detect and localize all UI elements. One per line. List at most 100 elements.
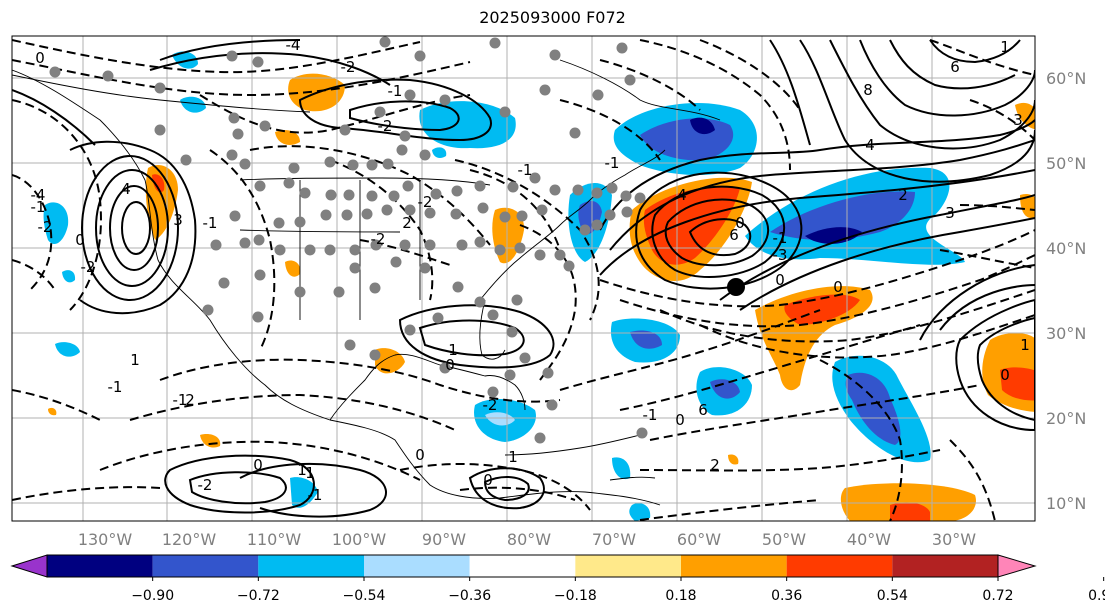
contour-label: 4: [677, 186, 687, 204]
contour-label: 0: [445, 356, 455, 374]
contour-label: 2: [185, 391, 195, 409]
contour-label: 0: [75, 231, 85, 249]
contour-label: 4: [865, 136, 875, 154]
lon-tick-label: 130°W: [78, 530, 133, 549]
station-marker: [228, 112, 240, 124]
station-marker: [294, 216, 306, 228]
station-marker: [344, 339, 356, 351]
colorbar-swatch: [258, 555, 364, 577]
station-marker: [604, 209, 616, 221]
contour-label: -2: [378, 117, 393, 135]
station-marker: [404, 89, 416, 101]
station-marker: [254, 180, 266, 192]
station-marker: [388, 190, 400, 202]
station-marker: [499, 211, 511, 223]
station-marker: [621, 206, 633, 218]
station-marker: [232, 128, 244, 140]
contour-label: -3: [773, 246, 788, 264]
station-marker: [324, 156, 336, 168]
lat-tick-label: 20°N: [1046, 409, 1086, 428]
map-plot-area: -40 -2-1-22-2-143-10-2-1-21064-10-101-201…: [12, 36, 1035, 521]
contour-label: 8: [863, 81, 873, 99]
station-marker: [349, 262, 361, 274]
station-marker: [361, 208, 373, 220]
station-marker: [102, 70, 114, 82]
lon-tick-label: 30°W: [932, 530, 976, 549]
contour-label: 3: [173, 211, 183, 229]
station-marker: [452, 281, 464, 293]
station-marker: [592, 89, 604, 101]
station-marker: [506, 326, 518, 338]
lat-tick-label: 50°N: [1046, 154, 1086, 173]
colorbar-tick-label: 0.36: [771, 588, 802, 604]
lon-tick-label: 90°W: [422, 530, 466, 549]
lon-tick-label: 100°W: [332, 530, 387, 549]
station-marker: [390, 256, 402, 268]
station-marker: [274, 244, 286, 256]
colorbar-swatch: [469, 555, 576, 577]
station-marker: [239, 237, 251, 249]
station-marker: [424, 207, 436, 219]
station-marker: [430, 188, 442, 200]
station-marker: [489, 37, 501, 49]
latitude-tick-labels: 60°N 50°N 40°N 30°N 20°N 10°N: [1046, 69, 1086, 513]
station-marker: [180, 154, 192, 166]
station-marker: [487, 309, 499, 321]
station-marker: [226, 50, 238, 62]
station-marker: [511, 294, 523, 306]
contour-label: 2: [898, 186, 908, 204]
contour-label: 3: [945, 204, 955, 222]
station-marker: [536, 204, 548, 216]
contour-label: -2: [198, 476, 213, 494]
contour-label: -1: [388, 82, 403, 100]
station-marker: [606, 182, 618, 194]
station-marker: [396, 144, 408, 156]
station-marker: [218, 277, 230, 289]
station-marker: [554, 249, 566, 261]
station-markers: [49, 36, 648, 444]
contour-label: 1: [1020, 336, 1030, 354]
station-marker: [624, 74, 636, 86]
colorbar-tick-label: 0.72: [982, 588, 1013, 604]
station-marker: [273, 217, 285, 229]
map-title: 2025093000 F072: [479, 8, 626, 27]
station-marker: [620, 190, 632, 202]
contour-label: 2: [402, 214, 412, 232]
station-marker: [477, 202, 489, 214]
station-marker: [339, 124, 351, 136]
contour-label: -1: [31, 198, 46, 216]
station-marker: [634, 192, 646, 204]
colorbar-extend-high: [997, 554, 1037, 578]
station-marker: [333, 286, 345, 298]
station-marker: [542, 367, 554, 379]
lon-tick-label: 50°W: [762, 530, 806, 549]
station-marker: [366, 159, 378, 171]
station-marker: [549, 184, 561, 196]
station-marker: [381, 204, 393, 216]
contour-label: -1: [518, 161, 533, 179]
station-marker: [379, 36, 391, 48]
station-marker: [539, 84, 551, 96]
colorbar-tick-label: −0.72: [237, 588, 280, 604]
station-marker: [494, 244, 506, 256]
contour-label: -4: [286, 36, 301, 54]
contour-label: 4: [121, 180, 131, 198]
contour-label: -2: [483, 396, 498, 414]
colorbar-tick-label: 0.54: [877, 588, 908, 604]
contour-label: -1: [108, 378, 123, 396]
station-marker: [432, 312, 444, 324]
lon-tick-label: 40°W: [847, 530, 891, 549]
station-marker: [226, 149, 238, 161]
station-marker: [399, 239, 411, 251]
colorbar-tick-label: −0.18: [554, 588, 597, 604]
station-marker: [324, 244, 336, 256]
contour-label: 0: [35, 49, 45, 67]
lon-tick-label: 120°W: [162, 530, 217, 549]
station-marker: [402, 180, 414, 192]
station-marker: [399, 130, 411, 142]
contour-label: 1: [297, 461, 307, 479]
contour-label: -2: [341, 58, 356, 76]
contour-label: 0: [415, 446, 425, 464]
station-marker: [499, 106, 511, 118]
contour-label: -2: [418, 193, 433, 211]
